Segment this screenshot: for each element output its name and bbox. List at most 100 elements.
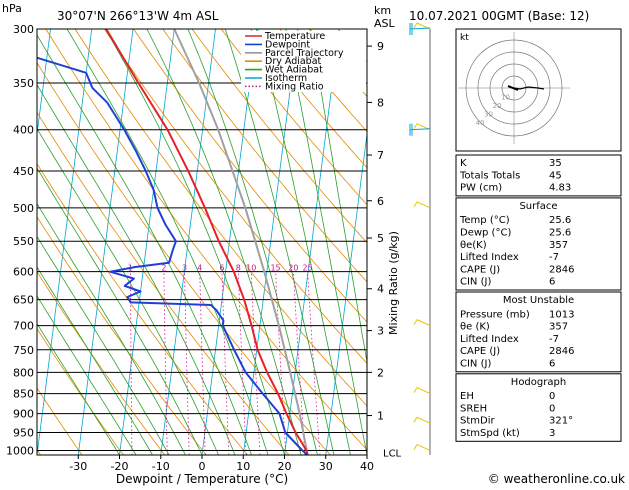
index-label: Dewp (°C) bbox=[460, 228, 511, 239]
wind-barb-flag bbox=[414, 124, 417, 129]
hodograph-ring-label: 20 bbox=[493, 102, 502, 110]
surface-table: Surface Temp (°C) 25.6 Dewp (°C) 25.6 θe(K) 35… bbox=[456, 198, 621, 290]
index-label: PW (cm) bbox=[460, 183, 502, 194]
most-unstable-table-title: Most Unstable bbox=[503, 295, 574, 306]
pressure-tick-label: 1000 bbox=[6, 444, 34, 457]
index-label: Pressure (mb) bbox=[460, 309, 530, 320]
index-label: K bbox=[460, 158, 467, 169]
index-label: θe (K) bbox=[460, 322, 490, 333]
hpa-unit-label: hPa bbox=[2, 2, 22, 15]
km-tick-label: 8 bbox=[377, 96, 384, 109]
hodograph-ring-label: 40 bbox=[476, 119, 485, 127]
hodograph-frame bbox=[456, 29, 621, 151]
index-label: Temp (°C) bbox=[459, 215, 510, 226]
hodograph-kt-label: kt bbox=[460, 33, 469, 43]
index-value: 0 bbox=[549, 391, 555, 402]
isotherm-line bbox=[408, 29, 463, 455]
pressure-tick-label: 850 bbox=[13, 388, 34, 401]
index-value: 6 bbox=[549, 277, 555, 288]
wind-barb-flag bbox=[414, 23, 417, 28]
pressure-tick-label: 900 bbox=[13, 408, 34, 421]
pressure-tick-label: 800 bbox=[13, 366, 34, 379]
index-label: StmDir bbox=[460, 416, 495, 427]
pressure-tick-label: 650 bbox=[13, 294, 34, 307]
lcl-label: LCL bbox=[383, 448, 402, 459]
km-tick-label: 2 bbox=[377, 366, 384, 379]
copyright-footer: © weatheronline.co.uk bbox=[488, 472, 625, 486]
pressure-tick-label: 750 bbox=[13, 344, 34, 357]
km-tick-label: 6 bbox=[377, 195, 384, 208]
location-title: 30°07'N 266°13'W 4m ASL bbox=[57, 9, 219, 23]
pressure-tick-label: 450 bbox=[13, 165, 34, 178]
temperature-tick-label: -30 bbox=[69, 460, 87, 473]
wind-barb-staff bbox=[417, 388, 430, 394]
km-tick-label: 7 bbox=[377, 149, 384, 162]
hodograph-ring-label: 30 bbox=[484, 110, 493, 118]
index-value: -7 bbox=[549, 252, 559, 263]
pressure-tick-label: 700 bbox=[13, 320, 34, 333]
wind-barb-staff bbox=[417, 417, 430, 423]
wind-barb-flag bbox=[414, 320, 417, 325]
pressure-tick-label: 500 bbox=[13, 202, 34, 215]
mixing-ratio-axis-label: Mixing Ratio (g/kg) bbox=[387, 231, 400, 335]
hodograph-ring-label: 10 bbox=[501, 93, 510, 101]
pressure-tick-label: 400 bbox=[13, 124, 34, 137]
index-value: 25.6 bbox=[549, 215, 571, 226]
wind-barb-flag bbox=[414, 388, 417, 393]
index-value: 2846 bbox=[549, 264, 574, 275]
temperature-tick-label: 30 bbox=[319, 460, 333, 473]
hodograph-table-title: Hodograph bbox=[511, 377, 566, 388]
km-tick-label: 3 bbox=[377, 325, 384, 338]
run-datetime: 10.07.2021 00GMT (Base: 12) bbox=[409, 9, 589, 23]
index-label: StmSpd (kt) bbox=[460, 428, 520, 439]
legend-label: Mixing Ratio bbox=[265, 81, 324, 92]
index-label: SREH bbox=[460, 403, 487, 414]
asl-unit-label: ASL bbox=[374, 17, 396, 30]
wind-barb-staff bbox=[417, 444, 430, 450]
wind-barb-flag bbox=[414, 202, 417, 207]
pressure-tick-label: 300 bbox=[13, 23, 34, 36]
index-value: 0 bbox=[549, 403, 555, 414]
index-label: EH bbox=[460, 391, 474, 402]
index-label: CIN (J) bbox=[460, 277, 491, 288]
index-label: Totals Totals bbox=[459, 170, 520, 181]
index-value: 321° bbox=[549, 416, 573, 427]
wind-barbs bbox=[410, 23, 430, 450]
pressure-tick-label: 350 bbox=[13, 77, 34, 90]
km-tick-label: 1 bbox=[377, 410, 384, 423]
km-unit-label: km bbox=[374, 4, 391, 17]
index-label: CAPE (J) bbox=[460, 264, 500, 275]
km-tick-label: 4 bbox=[377, 283, 384, 296]
index-value: 357 bbox=[549, 240, 568, 251]
index-value: 45 bbox=[549, 170, 562, 181]
index-value: 2846 bbox=[549, 346, 574, 357]
isotherm-line bbox=[0, 29, 9, 455]
x-axis-label: Dewpoint / Temperature (°C) bbox=[116, 472, 288, 486]
pressure-tick-label: 600 bbox=[13, 266, 34, 279]
index-label: CAPE (J) bbox=[460, 346, 500, 357]
pressure-tick-label: 950 bbox=[13, 427, 34, 440]
index-value: 6 bbox=[549, 359, 555, 370]
wind-barb-flag bbox=[414, 417, 417, 422]
index-value: 4.83 bbox=[549, 183, 571, 194]
temperature-tick-label: 40 bbox=[360, 460, 374, 473]
surface-table-title: Surface bbox=[519, 201, 557, 212]
wind-barb-staff bbox=[417, 202, 430, 208]
index-value: 25.6 bbox=[549, 228, 571, 239]
index-value: 1013 bbox=[549, 309, 574, 320]
index-label: Lifted Index bbox=[460, 252, 519, 263]
pressure-tick-label: 550 bbox=[13, 235, 34, 248]
index-label: θe(K) bbox=[460, 240, 487, 251]
wind-barb-staff bbox=[417, 320, 430, 326]
km-tick-label: 5 bbox=[377, 232, 384, 245]
index-label: Lifted Index bbox=[460, 334, 519, 345]
km-tick-label: 9 bbox=[377, 40, 384, 53]
